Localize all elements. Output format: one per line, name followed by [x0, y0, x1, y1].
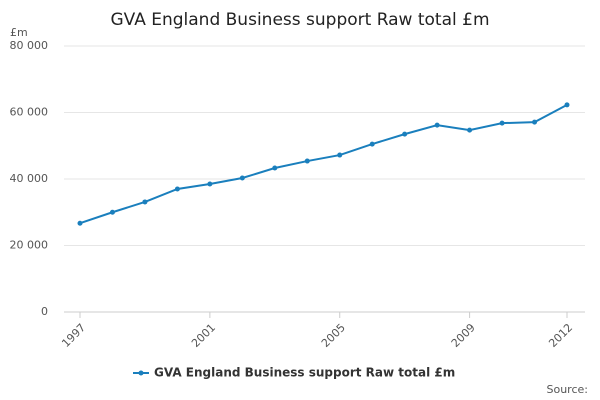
data-point	[402, 131, 408, 137]
data-point	[109, 209, 115, 215]
x-tick-label: 2001	[189, 321, 218, 350]
data-point	[142, 199, 148, 205]
y-tick-label: 60 000	[10, 106, 49, 119]
y-tick-label: 20 000	[10, 239, 49, 252]
data-point	[77, 220, 83, 226]
y-tick-label: 40 000	[10, 172, 49, 185]
x-tick-label: 2012	[546, 321, 575, 350]
data-point	[272, 165, 278, 171]
data-point	[239, 175, 245, 181]
x-tick-label: 1997	[59, 321, 88, 350]
y-tick-label: 80 000	[10, 39, 49, 52]
source: Source:	[547, 383, 589, 396]
data-point	[499, 120, 505, 126]
data-point	[304, 158, 310, 164]
data-point	[532, 119, 538, 125]
data-point	[369, 141, 375, 147]
y-tick-label: 0	[41, 305, 48, 318]
data-point	[207, 181, 213, 187]
data-point	[337, 152, 343, 158]
series-line	[79, 103, 568, 225]
legend-label: GVA England Business support Raw total £…	[154, 366, 455, 380]
data-point	[564, 102, 570, 108]
legend-marker	[138, 370, 144, 376]
data-point	[434, 122, 440, 128]
chart-title: GVA England Business support Raw total £…	[110, 10, 489, 30]
x-tick-label: 2005	[319, 321, 348, 350]
x-tick-label: 2009	[449, 321, 478, 350]
y-axis-label: £m	[10, 26, 28, 39]
data-point	[174, 186, 180, 192]
data-point	[467, 127, 473, 133]
